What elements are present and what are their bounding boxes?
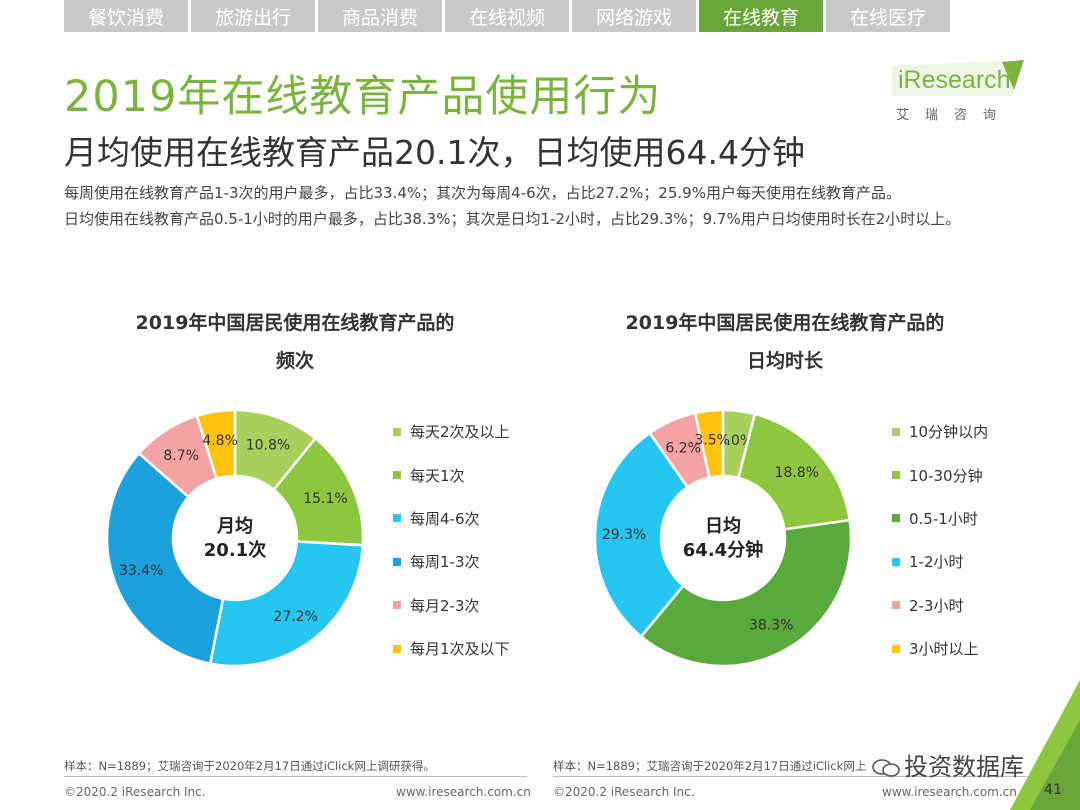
page-subtitle: 月均使用在线教育产品20.1次，日均使用64.4分钟 bbox=[64, 133, 805, 172]
slice-6 bbox=[195, 408, 237, 481]
footer-rule-right bbox=[553, 776, 1033, 777]
logo-chinese: 艾瑞咨询 bbox=[896, 108, 1013, 123]
center-label-1: 月均 bbox=[216, 515, 253, 537]
chart-2-title: 2019年中国居民使用在线教育产品的 日均时长 bbox=[580, 304, 990, 380]
legend-label: 每周1-3次 bbox=[410, 553, 480, 572]
chart-1-title-line-1: 2019年中国居民使用在线教育产品的 bbox=[135, 312, 455, 334]
chart-1-title-line-2: 频次 bbox=[275, 350, 314, 372]
legend-label: 0.5-1小时 bbox=[909, 509, 978, 528]
legend-label: 3小时以上 bbox=[909, 640, 979, 659]
legend-swatch bbox=[393, 427, 401, 436]
copyright-right: ©2020.2 iResearch Inc. bbox=[553, 785, 695, 799]
legend-label: 10分钟以内 bbox=[909, 423, 989, 442]
center-label-2: 20.1次 bbox=[204, 539, 266, 561]
copyright-left: ©2020.2 iResearch Inc. bbox=[64, 785, 206, 799]
watermark-text: 投资数据库 bbox=[904, 753, 1024, 781]
description: 每周使用在线教育产品1-3次的用户最多，占比33.4%；其次为每周4-6次，占比… bbox=[64, 180, 1039, 232]
slice-3 bbox=[639, 518, 853, 668]
legend-swatch bbox=[892, 557, 900, 566]
description-line-2: 日均使用在线教育产品0.5-1小时的用户最多，占比38.3%；其次是日均1-2小… bbox=[64, 210, 961, 228]
legend-swatch bbox=[393, 471, 401, 480]
source-note-right: 样本：N=1889；艾瑞咨询于2020年2月17日通过iClick网上 bbox=[553, 759, 867, 773]
legend-item: 10分钟以内 bbox=[892, 410, 988, 453]
tab-0[interactable]: 餐饮消费 bbox=[64, 0, 188, 32]
category-tabs: 餐饮消费 旅游出行 商品消费 在线视频 网络游戏 在线教育 在线医疗 bbox=[64, 0, 950, 32]
corner-decoration bbox=[1010, 680, 1080, 810]
legend-label: 1-2小时 bbox=[909, 553, 964, 572]
slice-label-2: 18.8% bbox=[775, 465, 819, 481]
legend-item: 1-2小时 bbox=[892, 540, 988, 583]
page-number: 41 bbox=[1044, 782, 1062, 798]
legend-swatch bbox=[892, 644, 900, 653]
slice-3 bbox=[208, 540, 365, 668]
logo-wordmark: iResearch bbox=[898, 66, 1011, 94]
legend-swatch bbox=[393, 514, 401, 523]
legend-swatch bbox=[892, 471, 900, 480]
center-label-2: 64.4分钟 bbox=[683, 539, 763, 561]
slice-label-6: 4.8% bbox=[202, 433, 238, 449]
legend-swatch bbox=[892, 514, 900, 523]
website-right[interactable]: www.iresearch.com.cn bbox=[882, 785, 1017, 799]
slice-2 bbox=[736, 412, 852, 531]
legend-label: 10-30分钟 bbox=[909, 466, 983, 485]
chart-1-legend: 每天2次及以上 每天1次每周4-6次 每周1-3次 每月2-3次每月1次及以下 bbox=[393, 410, 510, 670]
slice-label-5: 6.2% bbox=[665, 440, 701, 456]
slice-label-3: 38.3% bbox=[749, 617, 793, 633]
legend-item: 每月1次及以下 bbox=[393, 627, 510, 670]
tab-6[interactable]: 在线医疗 bbox=[826, 0, 950, 32]
legend-swatch bbox=[892, 427, 900, 436]
slice-label-4: 29.3% bbox=[602, 527, 646, 543]
logo-leaf-icon bbox=[892, 60, 1024, 96]
legend-item: 每天1次 bbox=[393, 453, 510, 496]
chart-2-title-line-2: 日均时长 bbox=[746, 350, 823, 372]
legend-swatch bbox=[393, 601, 401, 610]
tab-4[interactable]: 网络游戏 bbox=[572, 0, 696, 32]
legend-item: 0.5-1小时 bbox=[892, 497, 988, 540]
legend-item: 2-3小时 bbox=[892, 584, 988, 627]
legend-label: 每月1次及以下 bbox=[410, 640, 510, 659]
tab-1[interactable]: 旅游出行 bbox=[191, 0, 315, 32]
slice-label-2: 15.1% bbox=[303, 491, 347, 507]
legend-item: 10-30分钟 bbox=[892, 453, 988, 496]
chart-2-title-line-1: 2019年中国居民使用在线教育产品的 bbox=[625, 312, 945, 334]
watermark: 投资数据库 bbox=[872, 747, 1024, 782]
slice-4 bbox=[593, 431, 690, 639]
legend-item: 每月2-3次 bbox=[393, 584, 510, 627]
page-title: 2019年在线教育产品使用行为 bbox=[64, 72, 662, 122]
legend-item: 每周4-6次 bbox=[393, 497, 510, 540]
slice-4 bbox=[105, 451, 225, 666]
slice-label-3: 27.2% bbox=[273, 609, 317, 625]
slice-6 bbox=[693, 408, 725, 479]
slice-label-1: 4.0% bbox=[718, 433, 754, 449]
legend-item: 每周1-3次 bbox=[393, 540, 510, 583]
chart-1-title: 2019年中国居民使用在线教育产品的 频次 bbox=[90, 304, 500, 380]
legend-label: 2-3小时 bbox=[909, 596, 964, 615]
tab-5[interactable]: 在线教育 bbox=[699, 0, 823, 32]
legend-item: 3小时以上 bbox=[892, 627, 988, 670]
chat-bubble-icon bbox=[872, 759, 900, 777]
legend-item: 每天2次及以上 bbox=[393, 410, 510, 453]
slice-label-4: 33.4% bbox=[119, 563, 163, 579]
website-left[interactable]: www.iresearch.com.cn bbox=[396, 785, 531, 799]
tab-2[interactable]: 商品消费 bbox=[318, 0, 442, 32]
chart-2-legend: 10分钟以内 10-30分钟 0.5-1小时 1-2小时 2-3小时 3小时以上 bbox=[892, 410, 988, 670]
legend-label: 每月2-3次 bbox=[410, 596, 480, 615]
center-label-1: 日均 bbox=[705, 515, 741, 537]
legend-swatch bbox=[892, 601, 900, 610]
source-note-left: 样本：N=1889；艾瑞咨询于2020年2月17日通过iClick网上调研获得。 bbox=[64, 759, 435, 773]
iresearch-logo: iResearch 艾瑞咨询 bbox=[890, 60, 1030, 123]
slice-label-1: 10.8% bbox=[246, 438, 290, 454]
description-line-1: 每周使用在线教育产品1-3次的用户最多，占比33.4%；其次为每周4-6次，占比… bbox=[64, 184, 901, 202]
tab-3[interactable]: 在线视频 bbox=[445, 0, 569, 32]
slice-label-5: 8.7% bbox=[163, 448, 199, 464]
slice-label-6: 3.5% bbox=[694, 433, 730, 449]
legend-label: 每天2次及以上 bbox=[410, 423, 510, 442]
legend-swatch bbox=[393, 557, 401, 566]
footer-rule-left bbox=[64, 776, 527, 777]
legend-label: 每天1次 bbox=[410, 466, 465, 485]
legend-swatch bbox=[393, 644, 401, 653]
legend-label: 每周4-6次 bbox=[410, 509, 480, 528]
